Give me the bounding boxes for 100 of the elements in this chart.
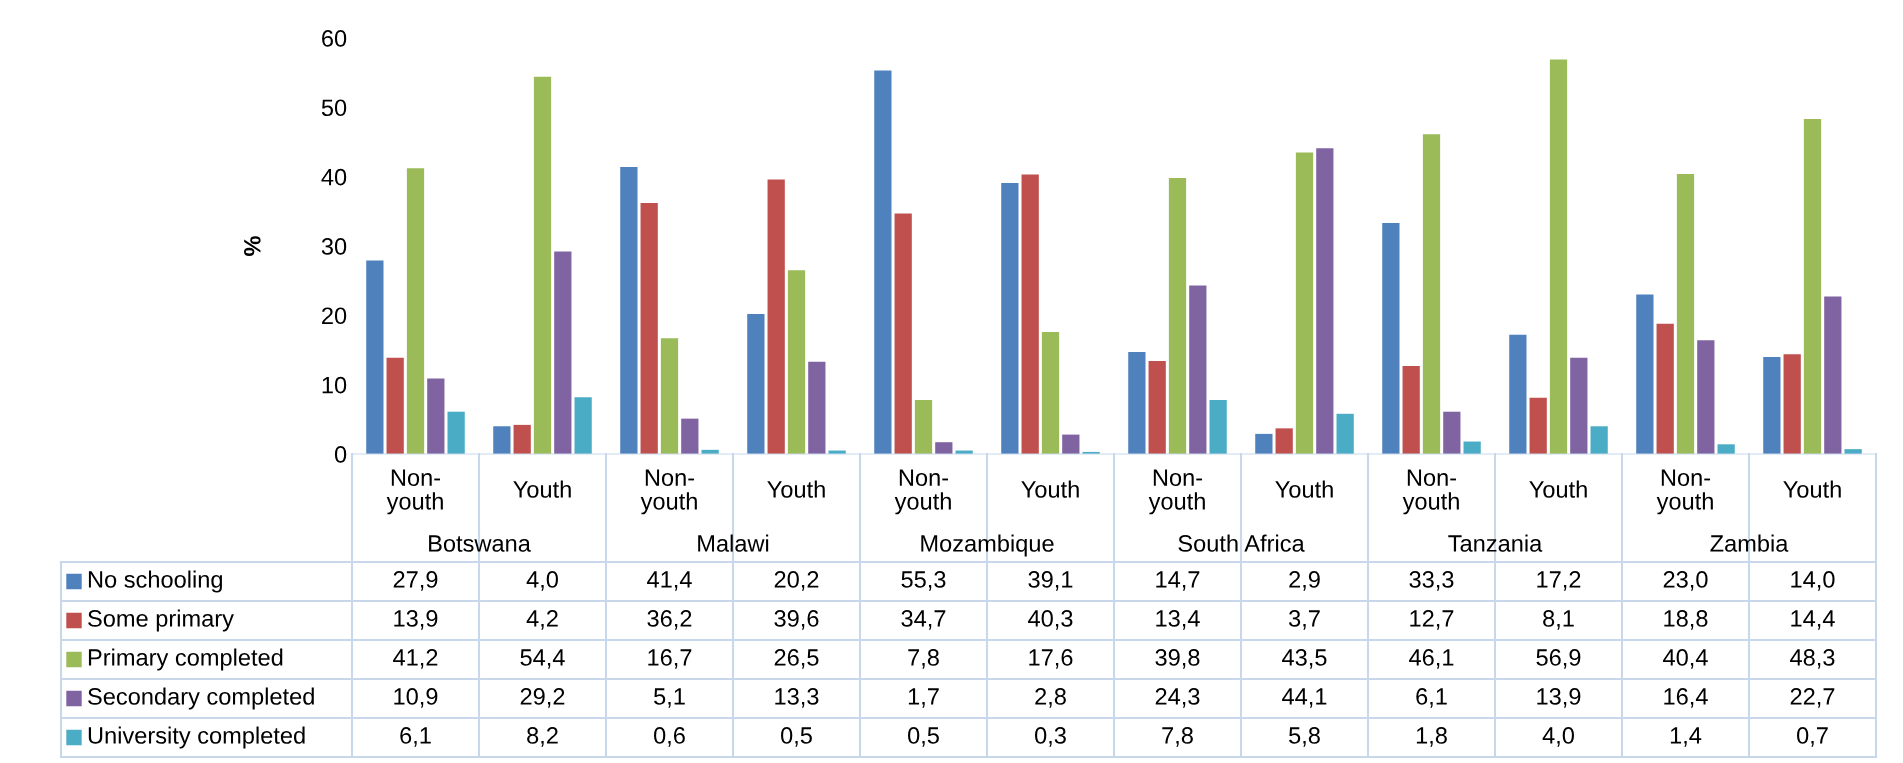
data-label: 39,8 (1155, 649, 1200, 669)
bar (366, 260, 384, 454)
data-label: 6,1 (1416, 688, 1447, 708)
bar (1763, 356, 1781, 454)
x-tick-label: Youth (1275, 480, 1333, 498)
x-tick-label: Youth (767, 480, 825, 498)
data-label: 4,0 (526, 571, 558, 591)
x-tick-label: Non-youth (1402, 469, 1459, 515)
x-tick-label: Non-youth (1656, 469, 1713, 515)
bar (1275, 428, 1293, 454)
bar (513, 424, 531, 454)
legend-label: No schooling (88, 570, 222, 593)
legend-label: Some primary (88, 609, 234, 632)
data-label: 2,9 (1289, 571, 1320, 591)
legend-label: Secondary completed (88, 687, 314, 710)
bar (681, 418, 699, 454)
y-tick-label: 50 (321, 99, 347, 117)
bar (1021, 174, 1039, 454)
data-label: 6,1 (400, 727, 431, 747)
bar (1001, 182, 1019, 454)
bar (1402, 365, 1420, 454)
data-label: 48,3 (1790, 649, 1835, 669)
bar (1803, 119, 1822, 454)
bar (1697, 340, 1715, 454)
x-tick-label: Youth (513, 480, 571, 498)
data-label: 13,4 (1156, 610, 1200, 630)
data-label: 0,7 (1797, 727, 1828, 747)
data-label: 16,7 (648, 649, 692, 669)
text: Malawi (698, 534, 769, 552)
x-tick-label: Youth (1783, 480, 1841, 498)
bar (1717, 444, 1735, 454)
data-label: 13,3 (775, 688, 819, 708)
bar (874, 70, 892, 454)
x-tick-label: Non-youth (894, 469, 951, 515)
bar (574, 397, 592, 454)
x-tick-label: Non-youth (386, 469, 443, 515)
data-label: 46,1 (1409, 649, 1454, 669)
x-tick-label: Youth (1021, 480, 1079, 498)
text: Zambia (1710, 534, 1789, 552)
bar (447, 411, 465, 454)
data-label: 34,7 (901, 610, 946, 630)
data-label: 13,9 (394, 610, 438, 630)
data-label: 55,3 (901, 571, 946, 591)
bar (1041, 331, 1060, 454)
bar (1382, 223, 1400, 454)
data-label: 43,5 (1282, 649, 1327, 669)
bar (1824, 296, 1842, 454)
bar (533, 76, 552, 454)
legend-label: University completed (88, 726, 305, 749)
data-label: 16,4 (1664, 688, 1708, 708)
y-tick-label: 20 (322, 307, 347, 325)
data-label: 7,8 (1162, 727, 1193, 747)
data-label: 7,8 (908, 649, 939, 669)
bar (1590, 426, 1608, 454)
text: Tanzania (1448, 534, 1543, 552)
x-tick-label: Non-youth (640, 469, 697, 515)
data-label: 26,5 (774, 649, 819, 669)
data-label: 56,9 (1536, 649, 1581, 669)
bar (1062, 434, 1080, 454)
bar (1128, 352, 1146, 454)
bar (1316, 148, 1334, 454)
bar (787, 270, 806, 454)
text: Botswana (429, 535, 531, 552)
data-label: 36,2 (647, 610, 692, 630)
data-label: 40,3 (1028, 610, 1073, 630)
data-label: 41,4 (647, 571, 692, 591)
data-label: 54,4 (520, 649, 565, 669)
data-label: 0,6 (654, 727, 685, 747)
bar (554, 251, 572, 454)
bar (1509, 334, 1527, 454)
data-label: 24,3 (1155, 688, 1200, 708)
data-label: 5,1 (654, 688, 685, 708)
bar (935, 442, 953, 454)
legend-label: Primary completed (88, 648, 283, 671)
data-label: 8,2 (527, 727, 558, 747)
bar (1336, 413, 1354, 454)
data-label: 39,1 (1028, 571, 1073, 591)
data-label: 12,7 (1410, 610, 1454, 630)
bar (406, 168, 425, 454)
data-label: 13,9 (1537, 688, 1581, 708)
bar (1255, 433, 1273, 454)
y-axis-title: % (244, 236, 261, 256)
bar (1783, 354, 1801, 454)
bar (386, 357, 404, 454)
data-label: 10,9 (394, 688, 438, 708)
bar (1443, 411, 1461, 454)
y-tick-label: 60 (322, 30, 347, 47)
data-label: 0,3 (1035, 727, 1066, 747)
text: Mozambique (921, 534, 1054, 557)
data-label: 40,4 (1663, 649, 1708, 669)
data-label: 1,4 (1670, 727, 1702, 747)
bar (808, 361, 826, 454)
data-label: 5,8 (1289, 727, 1320, 747)
data-label: 18,8 (1664, 610, 1708, 630)
data-label: 20,2 (774, 571, 819, 591)
y-tick-label: 30 (321, 238, 347, 255)
bar (1148, 361, 1166, 454)
data-label: 44,1 (1282, 688, 1327, 708)
data-label: 14,4 (1791, 610, 1835, 630)
bar (1209, 399, 1227, 454)
